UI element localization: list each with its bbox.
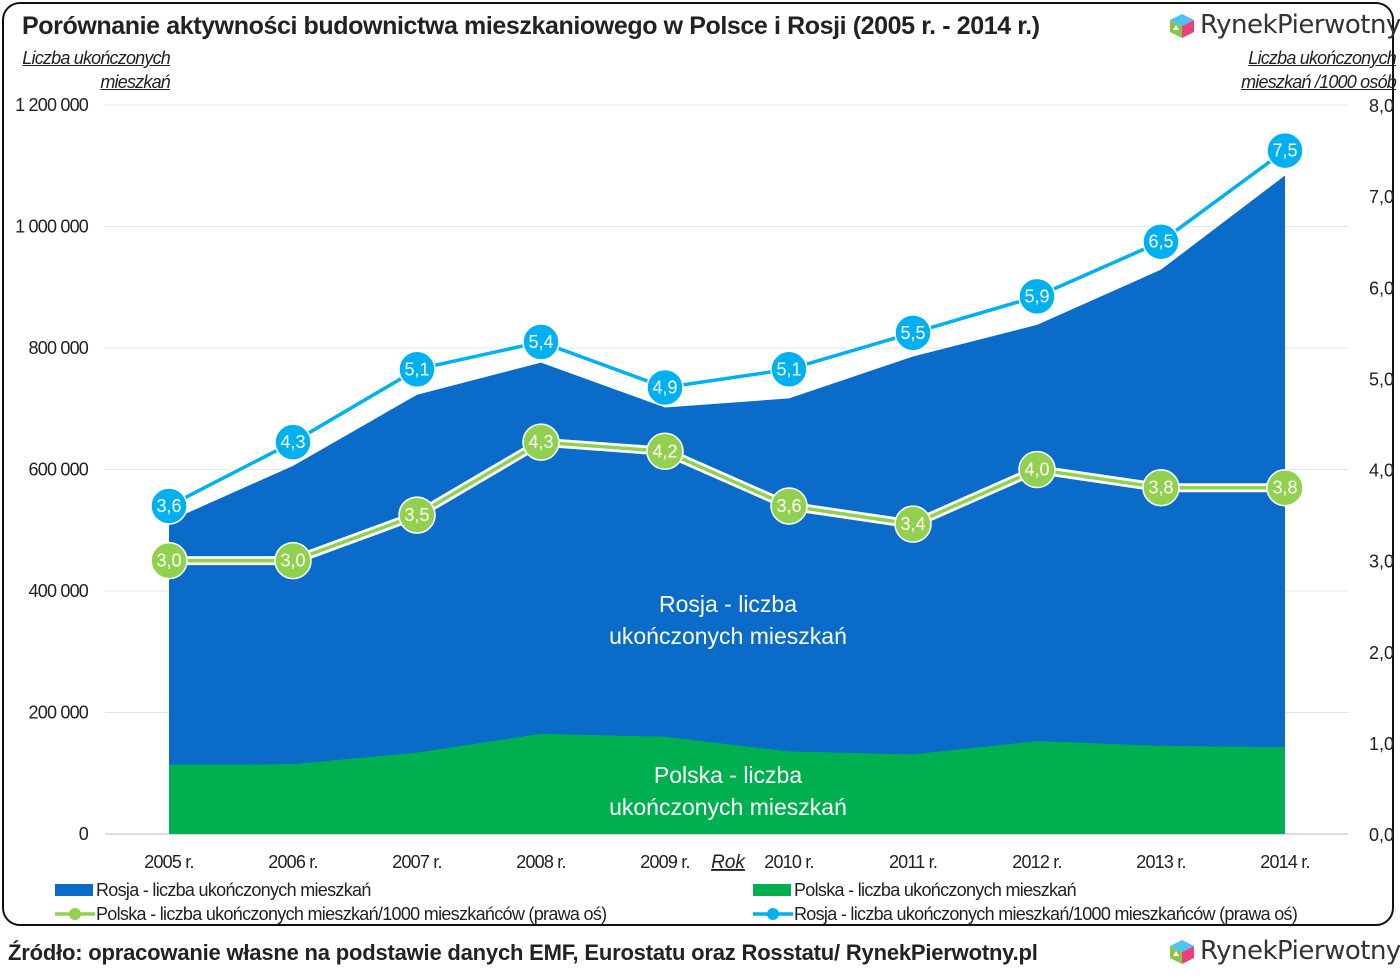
- rosja-per-1000-data-label: 7,5: [1272, 141, 1297, 161]
- legend-label: Rosja - liczba ukończonych mieszkań: [96, 880, 371, 900]
- right-tick-label: 8,0: [1369, 96, 1394, 116]
- right-axis-title: Liczba ukończonych mieszkań /1000 osób: [1241, 48, 1397, 92]
- polska-per-1000-point: [398, 496, 436, 534]
- right-tick-label: 6,0: [1369, 278, 1394, 298]
- polska-per-1000-point: [522, 423, 560, 461]
- rosja-per-1000-point: [770, 350, 808, 389]
- rosja-per-1000-point: [150, 487, 188, 525]
- polska-per-1000-point: [274, 541, 312, 580]
- right-tick-label: 1,0: [1369, 734, 1394, 754]
- polska-per-1000-data-label: 4,0: [1024, 460, 1049, 480]
- polska-per-1000-data-label: 3,0: [280, 551, 305, 571]
- right-tick-label: 3,0: [1369, 552, 1394, 572]
- legend-label: Polska - liczba ukończonych mieszkań: [794, 880, 1076, 900]
- polska-area: [169, 733, 1285, 834]
- legend-marker: [767, 908, 779, 920]
- polska-per-1000-data-label: 4,2: [652, 441, 677, 461]
- polska-per-1000-point: [770, 487, 808, 525]
- left-tick-label: 200 000: [29, 703, 89, 723]
- x-tick-label: 2007 r.: [392, 852, 441, 872]
- polska-per-1000-point: [646, 432, 684, 471]
- left-tick-label: 800 000: [29, 338, 89, 358]
- polska-per-1000-point: [1018, 450, 1056, 489]
- rosja-area-label: ukończonych mieszkań: [609, 623, 847, 649]
- polska-per-1000-data-label: 3,8: [1148, 478, 1173, 498]
- legend-label: Rosja - liczba ukończonych mieszkań/1000…: [794, 904, 1297, 924]
- x-tick-label: 2008 r.: [516, 852, 565, 872]
- x-tick-label: 2006 r.: [268, 852, 317, 872]
- x-tick-label: 2005 r.: [144, 852, 193, 872]
- left-tick-label: 0: [79, 824, 89, 844]
- x-tick-label: 2011 r.: [889, 852, 937, 872]
- polska-per-1000-point: [1142, 468, 1180, 507]
- right-tick-label: 7,0: [1369, 187, 1394, 207]
- rosja-per-1000-point: [646, 368, 684, 407]
- rosja-per-1000-point: [1266, 131, 1304, 170]
- logo-bottom: RynekPierwotny: [1168, 936, 1400, 966]
- polska-area-label: Polska - liczba: [654, 762, 802, 788]
- right-tick-label: 4,0: [1369, 461, 1394, 481]
- rosja-per-1000-data-label: 6,5: [1148, 232, 1173, 252]
- x-tick-label: 2009 r.: [640, 852, 689, 872]
- polska-per-1000-point: [894, 505, 932, 543]
- rosja-per-1000-data-label: 5,1: [776, 359, 801, 379]
- rosja-per-1000-data-label: 5,4: [528, 332, 553, 352]
- polska-per-1000-data-label: 3,5: [404, 505, 429, 525]
- polska-area-label: ukończonych mieszkań: [609, 794, 847, 820]
- left-tick-label: 400 000: [29, 581, 89, 601]
- chart-frame: [2, 2, 1394, 926]
- polska-per-1000-point: [150, 541, 188, 580]
- rosja-per-1000-data-label: 4,9: [652, 377, 677, 397]
- left-tick-label: 600 000: [29, 460, 89, 480]
- polska-per-1000-data-label: 3,8: [1272, 478, 1297, 498]
- right-tick-label: 0,0: [1369, 825, 1394, 845]
- polska-per-1000-point: [1266, 468, 1304, 507]
- rosja-area: [169, 175, 1285, 835]
- polska-per-1000-data-label: 3,0: [156, 551, 181, 571]
- left-axis-title: Liczba ukończonych mieszkań: [22, 48, 171, 92]
- rosja-per-1000-line: [168, 149, 1287, 508]
- polska-per-1000-data-label: 3,4: [900, 514, 925, 534]
- logo-top: RynekPierwotny: [1168, 10, 1400, 40]
- right-tick-label: 5,0: [1369, 369, 1394, 389]
- legend-marker: [69, 908, 81, 920]
- x-tick-label: 2013 r.: [1136, 852, 1185, 872]
- chart-title: Porównanie aktywności budownictwa mieszk…: [22, 12, 1040, 40]
- rosja-per-1000-data-label: 5,1: [404, 359, 429, 379]
- rosja-per-1000-data-label: 5,5: [900, 323, 925, 343]
- x-tick-label: 2012 r.: [1012, 852, 1061, 872]
- right-tick-label: 2,0: [1369, 643, 1394, 663]
- rosja-per-1000-point: [894, 314, 932, 352]
- legend-label: Polska - liczba ukończonych mieszkań/100…: [96, 904, 606, 924]
- left-tick-label: 1 000 000: [15, 217, 89, 237]
- logo-text: RynekPierwotny: [1200, 936, 1400, 966]
- house-cube-icon: [1168, 938, 1196, 964]
- x-axis-title: Rok: [711, 852, 746, 873]
- rosja-per-1000-point: [398, 350, 436, 389]
- polska-per-1000-data-label: 3,6: [776, 496, 801, 516]
- rosja-per-1000-data-label: 5,9: [1024, 286, 1049, 306]
- rosja-per-1000-point: [1018, 277, 1056, 316]
- chart-svg: 0 200 000 400 000 600 000 800 000 1 000 000 1 …: [15, 95, 1394, 924]
- x-tick-label: 2014 r.: [1260, 852, 1309, 872]
- polska-per-1000-line: [169, 440, 1285, 563]
- rosja-area-label: Rosja - liczba: [659, 591, 797, 617]
- source-note: Źródło: opracowanie własne na podstawie …: [8, 940, 1038, 965]
- legend-swatch: [753, 884, 791, 896]
- rosja-per-1000-data-label: 4,3: [280, 432, 305, 452]
- logo-text: RynekPierwotny: [1200, 10, 1400, 40]
- rosja-per-1000-point: [274, 423, 312, 461]
- x-tick-label: 2010 r.: [764, 852, 813, 872]
- rosja-per-1000-point: [522, 323, 560, 361]
- rosja-per-1000-data-label: 3,6: [156, 496, 181, 516]
- house-cube-icon: [1168, 12, 1196, 38]
- left-tick-label: 1 200 000: [15, 95, 89, 115]
- polska-per-1000-data-label: 4,3: [528, 432, 553, 452]
- legend-swatch: [55, 884, 93, 896]
- rosja-per-1000-point: [1142, 222, 1180, 261]
